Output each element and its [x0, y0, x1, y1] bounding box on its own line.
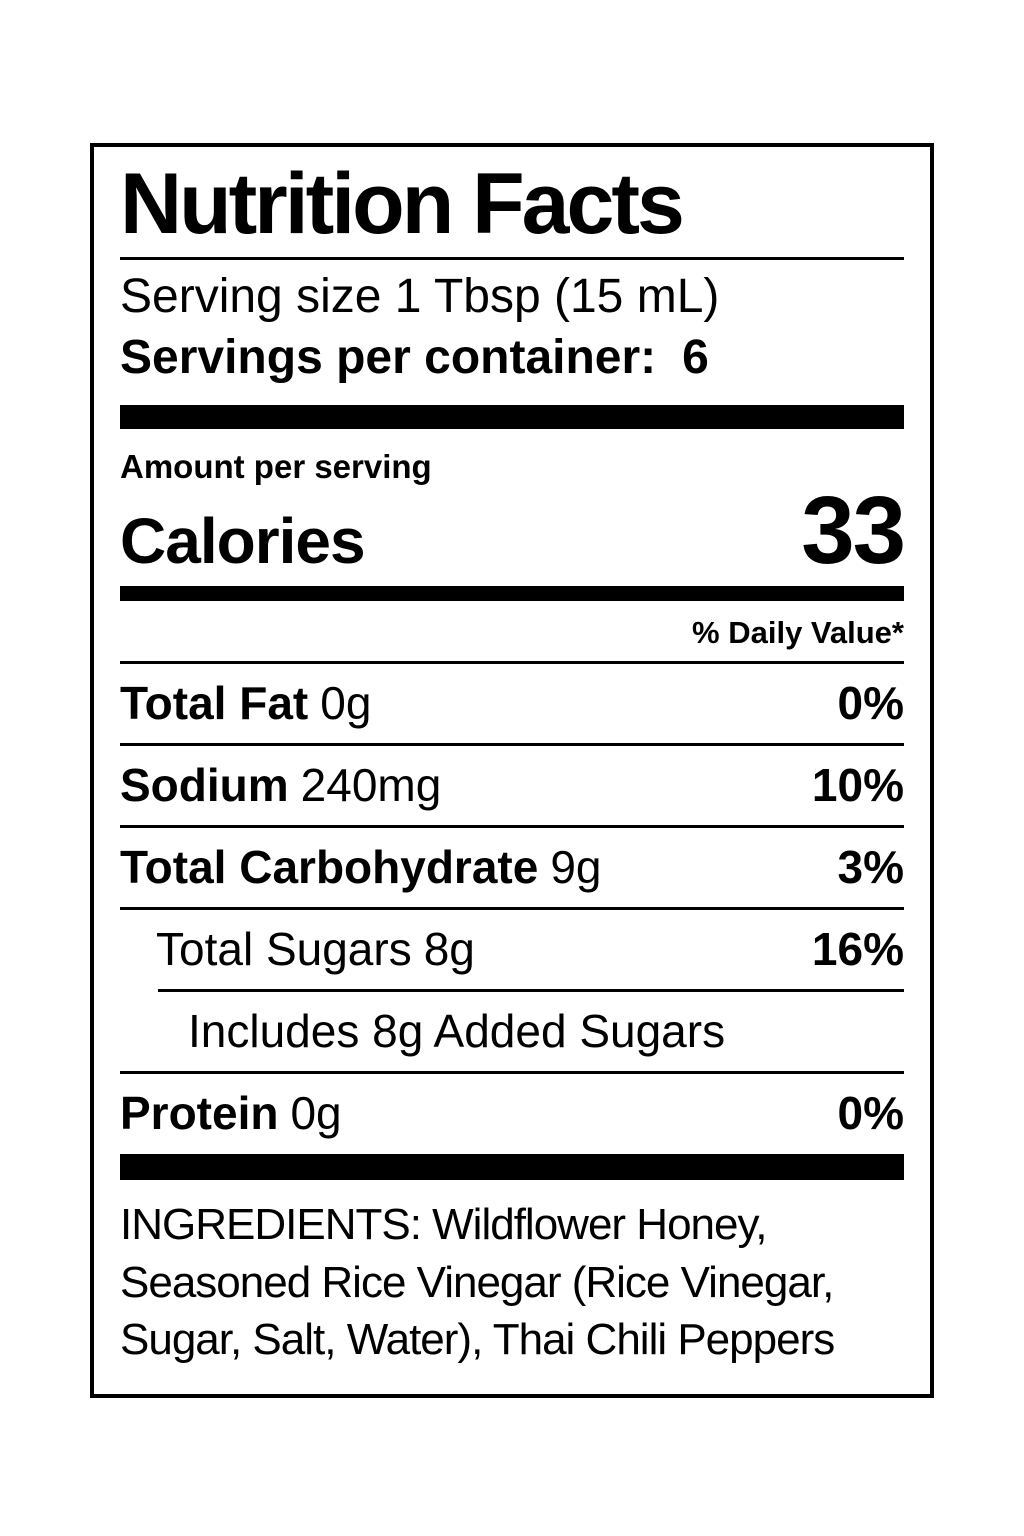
- nutrient-row-sodium: Sodium 240mg 10%: [120, 742, 904, 825]
- thick-bar-top: [120, 404, 904, 429]
- nutrient-row-total-sugars: Total Sugars 8g 16%: [120, 906, 904, 989]
- nutrient-daily-value: 10%: [811, 758, 904, 811]
- serving-size-line: Serving size 1 Tbsp (15 mL): [120, 269, 720, 323]
- divider-under-title: [120, 256, 904, 260]
- nutrient-name: Sodium: [120, 758, 289, 811]
- calories-row: Calories 33: [120, 476, 906, 584]
- nutrient-row-total-fat: Total Fat 0g 0%: [120, 661, 904, 743]
- servings-per-container-label: Servings per container:: [120, 331, 657, 385]
- nutrient-daily-value: 0%: [837, 677, 904, 730]
- label-title: Nutrition Facts: [120, 156, 685, 252]
- amount-per-serving-label: Amount per serving: [120, 447, 432, 485]
- nutrient-row-total-carbohydrate: Total Carbohydrate 9g 3%: [120, 824, 904, 907]
- nutrient-name-amount: Sodium 240mg: [120, 759, 441, 812]
- nutrition-facts-label: Nutrition Facts Serving size 1 Tbsp (15 …: [90, 143, 934, 1398]
- nutrient-daily-value: 16%: [811, 922, 904, 975]
- nutrient-daily-value: 0%: [837, 1086, 904, 1139]
- nutrient-name-amount: Total Sugars 8g: [120, 923, 475, 976]
- calories-value: 33: [801, 476, 906, 584]
- nutrient-name-amount: Protein 0g: [120, 1087, 342, 1140]
- thick-bar-bottom: [120, 1154, 904, 1181]
- calories-label: Calories: [120, 504, 366, 577]
- nutrient-name-amount: Total Carbohydrate 9g: [120, 841, 601, 894]
- nutrient-name: Includes 8g Added Sugars: [188, 1004, 726, 1057]
- nutrient-amount: 240mg: [300, 758, 442, 811]
- daily-value-header: % Daily Value*: [692, 615, 904, 651]
- nutrient-daily-value: 3%: [837, 840, 904, 893]
- nutrient-name: Protein: [120, 1086, 279, 1139]
- nutrient-row-protein: Protein 0g 0%: [120, 1070, 904, 1153]
- nutrient-amount: 9g: [550, 840, 602, 893]
- nutrient-name: Total Carbohydrate: [120, 840, 539, 893]
- nutrient-name: Total Fat: [120, 677, 309, 730]
- nutrient-name: Total Sugars: [156, 922, 412, 975]
- servings-per-container-line: Servings per container: 6: [120, 327, 904, 388]
- mid-bar-under-calories: [120, 586, 904, 602]
- nutrient-name-amount: Total Fat 0g: [120, 677, 371, 730]
- servings-per-container-value: 6: [682, 331, 709, 385]
- nutrient-amount: 0g: [320, 677, 372, 730]
- nutrient-row-added-sugars: Includes 8g Added Sugars: [158, 988, 904, 1071]
- nutrient-amount: 8g: [423, 922, 475, 975]
- ingredients-text: INGREDIENTS: Wildflower Honey, Seasoned …: [120, 1200, 835, 1364]
- nutrient-amount: 0g: [290, 1086, 342, 1139]
